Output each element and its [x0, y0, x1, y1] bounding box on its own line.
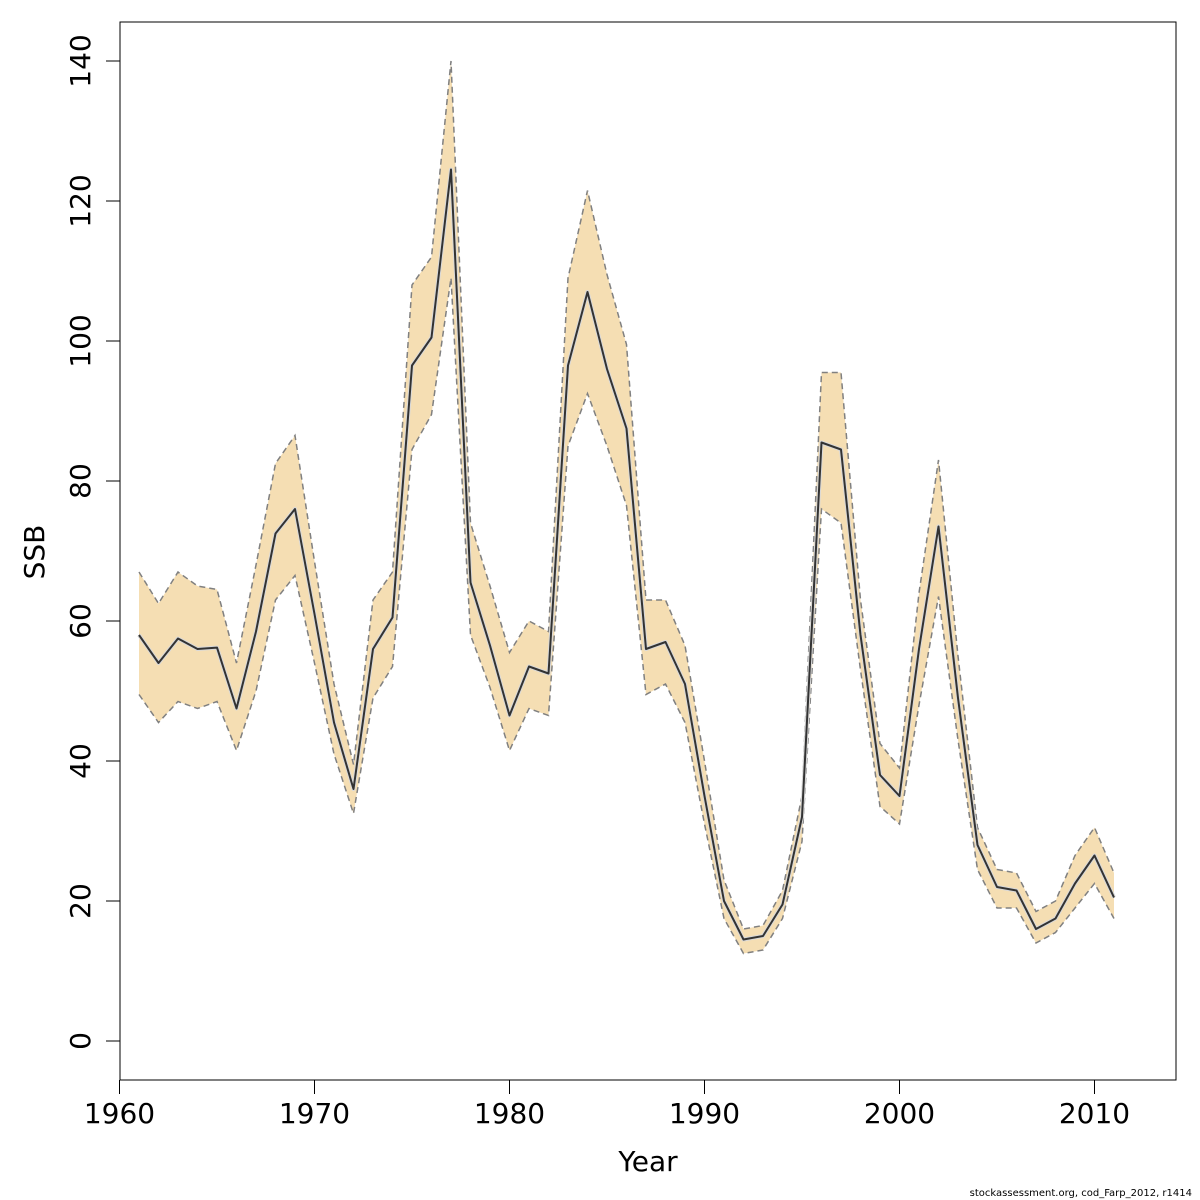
x-tick-label: 1980	[474, 1097, 545, 1130]
confidence-band-layer	[139, 61, 1114, 954]
x-tick-label: 2000	[864, 1097, 935, 1130]
y-tick-label: 140	[64, 34, 97, 87]
x-tick-label: 1960	[84, 1097, 155, 1130]
y-tick-label: 40	[64, 743, 97, 779]
y-tick-label: 120	[64, 174, 97, 227]
x-axis-title: Year	[617, 1145, 678, 1178]
footer-note: stockassessment.org, cod_Farp_2012, r141…	[970, 1188, 1192, 1199]
x-tick-label: 1990	[669, 1097, 740, 1130]
upper-bound-line	[138, 60, 1115, 930]
y-tick-label: 100	[64, 314, 97, 367]
x-tick-label: 2010	[1059, 1097, 1130, 1130]
confidence-band	[139, 61, 1114, 954]
y-tick-label: 80	[64, 463, 97, 499]
lower-bound-line	[138, 277, 1115, 955]
y-tick-label: 60	[64, 603, 97, 639]
y-tick-label: 20	[64, 883, 97, 919]
y-axis: 0 20 40 60 80 100 120 140	[64, 34, 121, 1050]
y-tick-label: 0	[64, 1032, 97, 1050]
ssb-estimate-line	[138, 168, 1115, 941]
x-tick-label: 1970	[279, 1097, 350, 1130]
confidence-bound-layer	[138, 60, 1115, 955]
y-axis-title: SSB	[18, 525, 51, 580]
x-axis: 1960 1970 1980 1990 2000 2010	[84, 1079, 1130, 1130]
estimate-line-layer	[137, 167, 1116, 942]
